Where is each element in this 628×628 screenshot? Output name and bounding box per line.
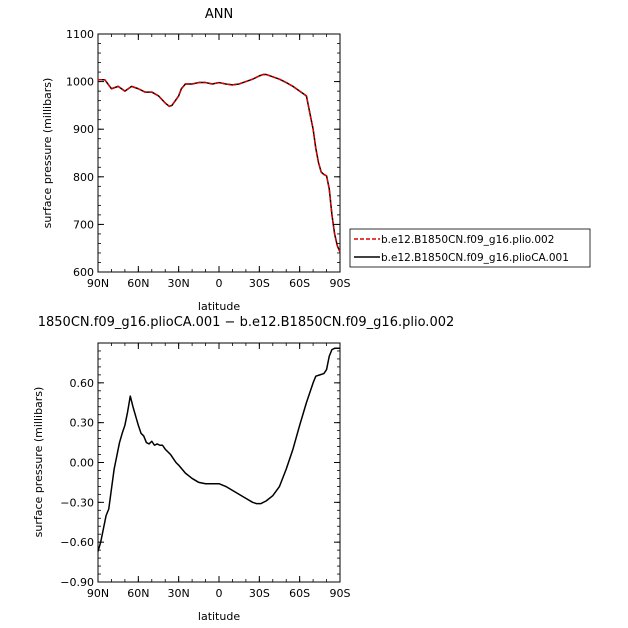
bottom-xtick-label: 0 (216, 587, 223, 600)
bottom-ytick-label: −0.30 (60, 496, 94, 509)
bottom-ytick-label: 0.60 (70, 377, 95, 390)
bottom-xtick-label: 90N (87, 587, 109, 600)
top-xtick-label: 30N (168, 277, 190, 290)
bottom-series-line-0 (97, 347, 340, 552)
top-panel: ANN surface pressure (millibars) latitud… (41, 7, 351, 313)
top-panel-title: ANN (205, 7, 233, 22)
top-xtick-label: 30S (249, 277, 270, 290)
top-xtick-label: 90N (87, 277, 109, 290)
top-ytick-label: 800 (73, 171, 94, 184)
top-xtick-label: 90S (330, 277, 351, 290)
bottom-panel: 1850CN.f09_g16.plioCA.001 − b.e12.B1850C… (32, 315, 454, 623)
top-panel-frame (97, 33, 341, 273)
top-panel-ylabel: surface pressure (millibars) (41, 78, 54, 229)
bottom-panel-xlabel: latitude (198, 610, 240, 623)
bottom-ytick-label: 0.30 (70, 417, 95, 430)
top-series-line-1 (98, 73, 341, 253)
bottom-ytick-label: −0.60 (60, 536, 94, 549)
top-panel-xlabel: latitude (198, 300, 240, 313)
top-xtick-label: 60S (289, 277, 310, 290)
legend-label-plioca: b.e12.B1850CN.f09_g16.plioCA.001 (381, 252, 569, 264)
top-series-line-0 (98, 73, 341, 253)
legend-box (349, 228, 591, 268)
bottom-panel-title: 1850CN.f09_g16.plioCA.001 − b.e12.B1850C… (38, 315, 455, 330)
bottom-ytick-label: 0.00 (70, 457, 95, 470)
top-xtick-label: 60N (127, 277, 149, 290)
bottom-xtick-label: 30S (249, 587, 270, 600)
top-ytick-label: 900 (73, 123, 94, 136)
legend: b.e12.B1850CN.f09_g16.plio.002 b.e12.B18… (349, 228, 591, 268)
bottom-panel-frame (97, 342, 341, 583)
bottom-xtick-label: 90S (330, 587, 351, 600)
top-ytick-label: 700 (73, 218, 94, 231)
bottom-panel-ylabel: surface pressure (millibars) (32, 387, 45, 538)
top-ytick-label: 1100 (66, 28, 94, 41)
legend-label-plio: b.e12.B1850CN.f09_g16.plio.002 (381, 234, 554, 246)
top-ytick-label: 1000 (66, 76, 94, 89)
bottom-xtick-label: 60N (127, 587, 149, 600)
bottom-ytick-label: −0.90 (60, 576, 94, 589)
top-xtick-label: 0 (216, 277, 223, 290)
bottom-xtick-label: 60S (289, 587, 310, 600)
top-ytick-label: 600 (73, 266, 94, 279)
bottom-xtick-label: 30N (168, 587, 190, 600)
